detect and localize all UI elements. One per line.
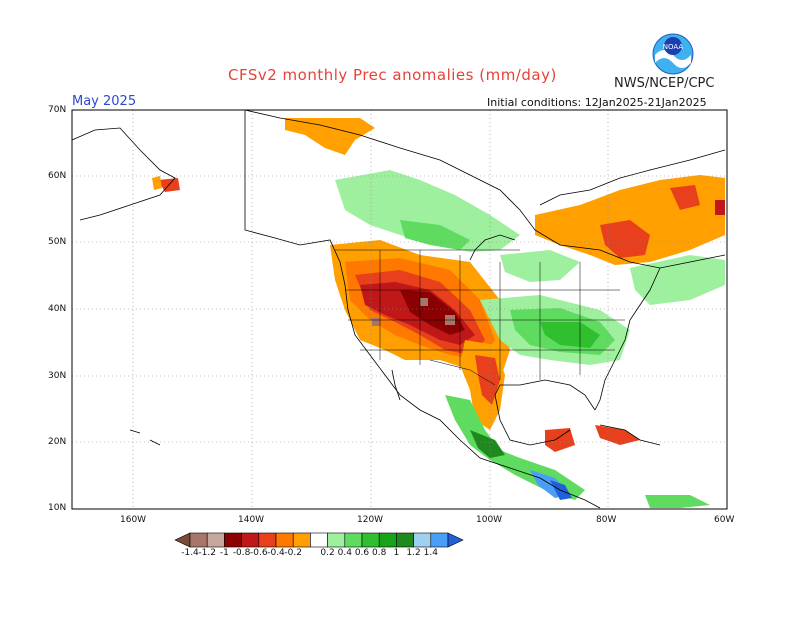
lat-label-60n: 60N: [48, 171, 67, 181]
lat-label-70n: 70N: [48, 105, 67, 115]
colorbar-label: -0.6: [250, 548, 268, 558]
graticule: [72, 110, 727, 509]
political-borders: [335, 249, 625, 386]
map-title: CFSv2 monthly Prec anomalies (mm/day): [228, 66, 557, 84]
lat-label-20n: 20N: [48, 437, 67, 447]
lon-label-60w: 60W: [714, 515, 735, 525]
colorbar-label: -0.4: [267, 548, 285, 558]
lat-label-50n: 50N: [48, 237, 67, 247]
lon-label-120w: 120W: [357, 515, 384, 525]
lon-label-80w: 80W: [596, 515, 617, 525]
lon-label-140w: 140W: [238, 515, 265, 525]
colorbar-label: -1.4: [181, 548, 199, 558]
coastlines: [71, 109, 726, 509]
colorbar-label: -1.2: [198, 548, 216, 558]
lat-label-10n: 10N: [48, 503, 67, 513]
colorbar-label: 0.4: [337, 548, 352, 558]
colorbar-label: -0.8: [232, 548, 251, 558]
lon-label-100w: 100W: [476, 515, 503, 525]
lat-label-30n: 30N: [48, 371, 67, 381]
lat-label-40n: 40N: [48, 304, 67, 314]
initial-conditions: Initial conditions: 12Jan2025-21Jan2025: [487, 96, 707, 109]
noaa-logo: NOAA: [652, 33, 694, 75]
colorbar-label: 0.8: [372, 548, 387, 558]
colorbar-label: 1: [393, 548, 400, 558]
logo-lettering: NOAA: [663, 43, 684, 51]
lon-label-160w: 160W: [120, 515, 147, 525]
organization-label: NWS/NCEP/CPC: [614, 76, 715, 91]
colorbar-label: 0.6: [354, 548, 370, 558]
colorbar-label: 1.2: [406, 548, 421, 558]
colorbar-label: -1: [219, 548, 229, 558]
colorbar-label: 1.4: [423, 548, 438, 558]
colorbar-label: 0.2: [320, 548, 335, 558]
colorbar-label: -0.2: [284, 548, 302, 558]
forecast-month: May 2025: [72, 94, 137, 109]
